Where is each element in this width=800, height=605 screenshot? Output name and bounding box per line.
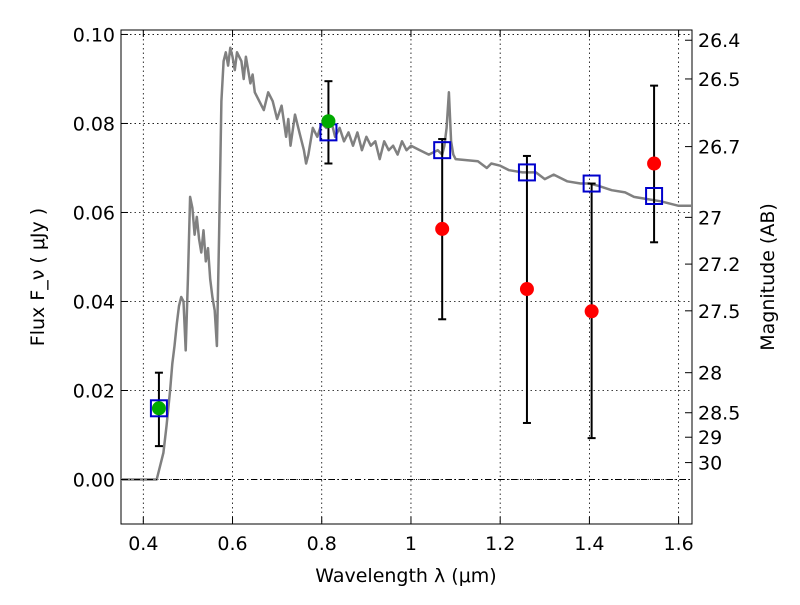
model-flux-square	[582, 174, 601, 193]
x-axis-label: Wavelength λ (μm)	[315, 565, 496, 587]
observed-flux-point	[435, 221, 450, 236]
observed-flux-point	[321, 114, 336, 129]
x-tick-label: 1	[405, 533, 417, 555]
observed-flux-point	[647, 156, 662, 171]
y-axis-label: Flux F_ν ( μJy )	[27, 208, 49, 346]
right-tick-label: 26.4	[698, 30, 740, 52]
x-tick-label: 1.6	[664, 533, 694, 555]
observed-flux-point	[519, 282, 534, 297]
right-tick-label: 27.5	[698, 301, 740, 323]
right-tick-label: 28.5	[698, 403, 740, 425]
y-tick-label: 0.10	[73, 24, 115, 46]
right-tick-label: 27	[698, 207, 722, 229]
x-tick-label: 0.6	[217, 533, 247, 555]
right-tick-label: 27.2	[698, 254, 740, 276]
observed-flux-point	[151, 401, 166, 416]
y-tick-label: 0.04	[73, 291, 115, 313]
y-tick-label: 0.02	[73, 380, 115, 402]
y-tick-label: 0.00	[73, 469, 115, 491]
model-flux-square	[645, 187, 664, 206]
right-tick-label: 30	[698, 453, 722, 475]
right-tick-label: 28	[698, 363, 722, 385]
plot-area	[120, 29, 693, 525]
model-spectrum-line	[121, 46, 692, 481]
model-flux-square	[517, 163, 536, 182]
model-flux-square	[149, 399, 168, 418]
data-series	[121, 46, 692, 481]
y-tick-label: 0.08	[73, 113, 115, 135]
right-axis-label: Magnitude (AB)	[757, 203, 779, 351]
right-tick-label: 26.5	[698, 69, 740, 91]
right-tick-label: 29	[698, 427, 722, 449]
x-tick-label: 0.8	[307, 533, 337, 555]
right-tick-label: 26.7	[698, 137, 740, 159]
axis-ticks: 0.4 0.6 0.8 1 1.2 1.4 1.6 0.00 0.02 0.04 0.06 0.08 0…	[73, 24, 741, 555]
x-tick-label: 1.2	[485, 533, 515, 555]
x-tick-label: 1.4	[574, 533, 604, 555]
x-tick-label: 0.4	[128, 533, 158, 555]
observed-flux-point	[584, 304, 599, 319]
y-tick-label: 0.06	[73, 202, 115, 224]
model-flux-square	[433, 141, 452, 160]
